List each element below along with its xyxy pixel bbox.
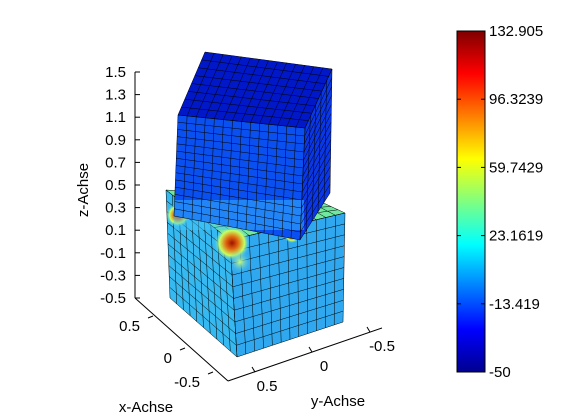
- mesh-line: [169, 287, 237, 346]
- x-tick-mark: [207, 371, 214, 375]
- z-tick-label: -0.3: [100, 267, 126, 284]
- z-axis-ticks: 1.5 1.3 1.1 0.9 0.7 0.5 0.3 0.1 -0.1 -0.3 -0.5: [100, 64, 140, 307]
- z-tick-label: 1.5: [105, 64, 126, 81]
- mesh-line: [304, 86, 332, 145]
- y-tick-label: 0: [320, 358, 328, 375]
- mesh-line: [177, 129, 305, 145]
- y-axis-ticks: 0.5 0 -0.5: [251, 326, 395, 395]
- y-tick-mark: [366, 326, 371, 333]
- mesh-line: [167, 222, 233, 276]
- z-axis-label: z-Achse: [75, 163, 92, 217]
- mesh-line: [236, 310, 344, 346]
- mesh-line: [174, 208, 301, 233]
- mesh-line: [175, 179, 302, 201]
- mesh-line: [236, 321, 344, 358]
- colorbar-gradient: [456, 30, 486, 373]
- upper-cube-grid: [173, 51, 333, 241]
- z-tick-label: 1.3: [105, 87, 126, 104]
- mesh-line: [301, 148, 331, 201]
- x-axis-label: x-Achse: [119, 399, 173, 416]
- mesh-line: [177, 114, 306, 129]
- z-tick-label: 0.9: [105, 132, 126, 149]
- colorbar-tick-label: 23.1619: [489, 228, 543, 245]
- z-tick-label: 0.7: [105, 154, 126, 171]
- mesh-line: [167, 243, 234, 299]
- mesh-line: [194, 75, 322, 92]
- colorbar-tick-label: 132.905: [489, 23, 543, 40]
- mesh-line: [176, 150, 304, 169]
- mesh-line: [232, 256, 345, 288]
- mesh-line: [235, 299, 344, 334]
- mesh-line: [204, 51, 333, 70]
- mesh-line: [234, 278, 344, 311]
- mesh-line: [173, 215, 301, 241]
- x-tick-mark: [179, 347, 186, 351]
- z-tick-label: -0.1: [100, 245, 126, 262]
- y-axis-label: y-Achse: [311, 393, 365, 410]
- mesh-line: [301, 157, 331, 209]
- mesh-line: [304, 77, 333, 137]
- colorbar-tick-label: -50: [489, 364, 511, 381]
- x-tick-label: 0.5: [119, 318, 140, 335]
- mesh-line: [174, 201, 301, 225]
- upper-cube-top: [178, 52, 332, 128]
- mesh-line: [169, 297, 238, 358]
- upper-cube-edge-glow: [174, 200, 304, 230]
- x-axis-ticks: 0.5 0-0.5: [119, 315, 214, 391]
- y-tick-mark: [251, 366, 256, 373]
- colorbar-ticks: 132.905 96.3239 59.7429 23.1619 -13.419 -50: [457, 23, 543, 381]
- mesh-line: [168, 265, 236, 323]
- y-tick-label: 0.5: [257, 378, 278, 395]
- mesh-line: [175, 172, 303, 193]
- mesh-line: [188, 91, 316, 107]
- hotspot-glow: [228, 250, 252, 274]
- mesh-line: [175, 165, 303, 185]
- colorbar: 132.905 96.3239 59.7429 23.1619 -13.419 -50: [456, 23, 543, 381]
- mesh-line: [201, 59, 329, 77]
- z-tick-label: 0.1: [105, 222, 126, 239]
- mesh-line: [177, 121, 305, 137]
- mesh-line: [301, 139, 332, 193]
- mesh-line: [303, 95, 332, 153]
- colorbar-tick-label: 59.7429: [489, 159, 543, 176]
- upper-cube-left-face: [174, 115, 305, 240]
- mesh-line: [184, 99, 312, 114]
- y-tick-label: -0.5: [369, 338, 395, 355]
- z-tick-label: -0.5: [100, 290, 126, 307]
- x-tick-label: -0.5: [174, 374, 200, 391]
- z-tick-label: 0.3: [105, 200, 126, 217]
- mesh-line: [302, 130, 332, 185]
- x-tick-mark: [147, 315, 154, 319]
- mesh-line: [177, 136, 304, 153]
- mesh-line: [234, 289, 344, 323]
- x-tick-label: 0: [164, 350, 172, 367]
- mesh-line: [232, 245, 345, 276]
- colorbar-tick-label: -13.419: [489, 296, 540, 313]
- mesh-line: [233, 267, 345, 299]
- colorbar-tick-label: 96.3239: [489, 91, 543, 108]
- mesh-line: [181, 106, 309, 121]
- mesh-line: [167, 233, 233, 287]
- mesh-line: [303, 104, 332, 161]
- mesh-line: [174, 194, 302, 217]
- mesh-line: [299, 192, 331, 241]
- mesh-line: [300, 184, 331, 233]
- mesh-line: [198, 67, 326, 84]
- z-tick-label: 0.5: [105, 177, 126, 194]
- mesh-line: [302, 122, 332, 177]
- mesh-line: [176, 158, 303, 177]
- z-tick-label: 1.1: [105, 109, 126, 126]
- mesh-line: [191, 83, 319, 99]
- mesh-line: [300, 175, 331, 225]
- mesh-line: [175, 186, 302, 209]
- mesh-line: [169, 276, 236, 334]
- mesh-line: [302, 113, 332, 169]
- upper-cube: [173, 51, 333, 241]
- mesh-line: [300, 166, 331, 217]
- y-tick-mark: [308, 346, 313, 353]
- mesh-line: [176, 143, 304, 161]
- mesh-line: [168, 254, 235, 311]
